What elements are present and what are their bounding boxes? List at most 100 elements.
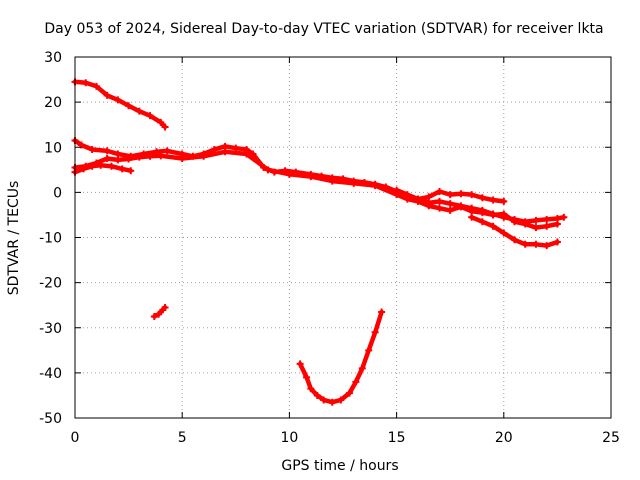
y-tick-label: -10 [39, 231, 62, 247]
data-point [161, 303, 169, 311]
data-point [328, 398, 336, 406]
series-line-track-b [72, 138, 567, 224]
x-tick-label: 20 [495, 430, 513, 446]
data-point [457, 203, 465, 211]
data-point [478, 194, 486, 202]
series-line-track-c [72, 149, 560, 230]
data-point [468, 191, 476, 199]
data-point [521, 220, 529, 228]
data-point [150, 312, 158, 320]
data-point [118, 165, 126, 173]
data-point [82, 79, 90, 87]
data-point [371, 328, 379, 336]
data-point [328, 177, 336, 185]
data-point [500, 210, 508, 218]
y-tick-label: 20 [44, 95, 62, 111]
data-point [378, 308, 386, 316]
data-point [97, 161, 105, 169]
data-point [307, 385, 315, 393]
y-axis-label: SDTVAR / TECUs [6, 181, 22, 296]
data-point [489, 196, 497, 204]
data-point [371, 182, 379, 190]
data-point [352, 378, 360, 386]
data-point [157, 118, 165, 126]
y-tick-label: 10 [44, 140, 62, 156]
data-point [107, 162, 115, 170]
data-point [425, 193, 433, 201]
grid [75, 57, 611, 418]
data-point [365, 346, 373, 354]
x-tick-label: 15 [388, 430, 406, 446]
data-point [489, 222, 497, 230]
series-line-track-g [152, 305, 168, 319]
axis-ticks: 0 5 10 15 20 25 30 20 10 0 -10 -20 -30 -40 -50 [39, 50, 620, 446]
data-point [285, 170, 293, 178]
data-point [264, 166, 272, 174]
data-point [320, 396, 328, 404]
data-point [446, 200, 454, 208]
data-point [92, 82, 100, 90]
data-point [221, 148, 229, 156]
data-point [103, 147, 111, 155]
data-point [435, 204, 443, 212]
data-point [553, 220, 561, 228]
data-point [146, 112, 154, 120]
data-point [125, 102, 133, 110]
x-tick-label: 10 [280, 430, 298, 446]
data-point [358, 364, 366, 372]
data-point [393, 186, 401, 194]
data-point [88, 162, 96, 170]
data-point [161, 123, 169, 131]
data-point [553, 238, 561, 246]
y-tick-label: -50 [39, 411, 62, 427]
data-point [435, 187, 443, 195]
data-point [350, 179, 358, 187]
data-layer [71, 78, 568, 406]
data-point [103, 91, 111, 99]
data-point [88, 146, 96, 154]
data-point [178, 155, 186, 163]
data-point [457, 190, 465, 198]
data-point [243, 150, 251, 158]
data-point [135, 153, 143, 161]
x-tick-label: 25 [602, 430, 620, 446]
series-line-track-a [72, 79, 168, 130]
x-tick-label: 5 [178, 430, 187, 446]
data-point [543, 242, 551, 250]
data-point [489, 211, 497, 219]
data-point [125, 155, 133, 163]
y-tick-label: -40 [39, 366, 62, 382]
data-point [468, 213, 476, 221]
data-point [435, 197, 443, 205]
data-point [543, 222, 551, 230]
data-point [532, 216, 540, 224]
data-point [114, 96, 122, 104]
data-point [478, 218, 486, 226]
y-tick-label: 30 [44, 50, 62, 66]
data-point [511, 236, 519, 244]
data-point [414, 195, 422, 203]
data-point [127, 167, 135, 175]
data-point [532, 224, 540, 232]
x-tick-label: 0 [71, 430, 80, 446]
data-point [114, 156, 122, 164]
data-point [296, 360, 304, 368]
x-axis-label: GPS time / hours [281, 458, 398, 474]
data-point [163, 147, 171, 155]
data-point [303, 373, 311, 381]
data-point [521, 240, 529, 248]
data-point [500, 229, 508, 237]
data-point [532, 240, 540, 248]
data-point [77, 141, 85, 149]
data-point [425, 202, 433, 210]
data-point [313, 391, 321, 399]
y-tick-label: -20 [39, 276, 62, 292]
data-point [345, 389, 353, 397]
data-point [114, 150, 122, 158]
data-point [543, 215, 551, 223]
data-point [155, 310, 163, 318]
data-point [560, 213, 568, 221]
data-point [478, 209, 486, 217]
data-point [103, 155, 111, 163]
